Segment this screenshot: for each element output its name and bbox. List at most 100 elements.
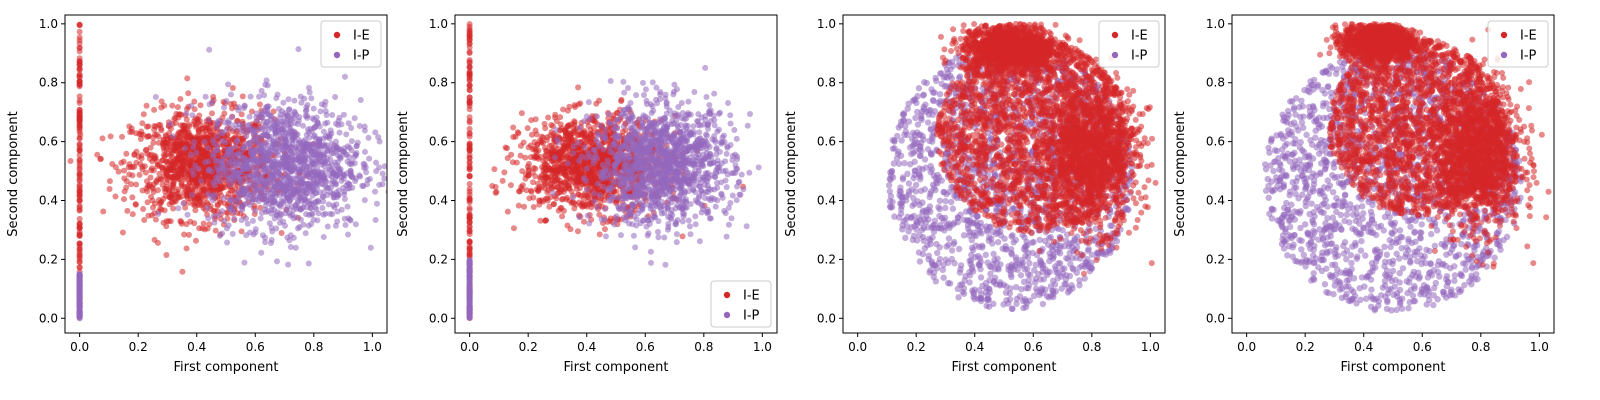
point bbox=[67, 157, 74, 164]
point bbox=[223, 225, 230, 232]
point bbox=[76, 93, 83, 100]
point bbox=[373, 168, 380, 175]
point bbox=[320, 193, 327, 200]
point bbox=[255, 187, 262, 194]
point bbox=[639, 79, 646, 86]
point bbox=[231, 215, 238, 222]
point bbox=[576, 214, 583, 221]
point bbox=[204, 204, 211, 211]
point bbox=[336, 129, 343, 136]
point bbox=[328, 140, 335, 147]
point bbox=[257, 204, 264, 211]
point bbox=[188, 102, 195, 109]
point bbox=[252, 207, 259, 214]
point bbox=[320, 211, 327, 218]
point bbox=[212, 227, 219, 234]
point bbox=[381, 163, 387, 170]
point bbox=[318, 180, 325, 187]
point bbox=[144, 133, 151, 140]
point bbox=[466, 289, 473, 296]
point bbox=[351, 154, 358, 161]
point bbox=[112, 193, 119, 200]
point bbox=[596, 211, 603, 218]
point bbox=[94, 151, 101, 158]
point bbox=[466, 23, 473, 30]
point bbox=[262, 234, 269, 241]
point bbox=[585, 99, 592, 106]
point bbox=[280, 190, 287, 197]
point bbox=[76, 300, 83, 307]
point bbox=[126, 161, 133, 168]
point bbox=[250, 157, 257, 164]
point bbox=[246, 113, 253, 120]
point bbox=[541, 180, 548, 187]
point bbox=[76, 220, 83, 227]
point bbox=[185, 231, 192, 238]
point bbox=[303, 107, 310, 114]
point bbox=[372, 129, 379, 136]
point bbox=[466, 125, 473, 132]
point bbox=[298, 205, 305, 212]
y-tick-label: 0.8 bbox=[39, 76, 58, 90]
x-tick-label: 0.0 bbox=[70, 340, 89, 354]
point bbox=[257, 191, 264, 198]
point bbox=[192, 207, 199, 214]
point bbox=[234, 162, 241, 169]
point bbox=[725, 221, 732, 228]
point bbox=[466, 293, 473, 300]
point bbox=[175, 186, 182, 193]
point bbox=[270, 108, 277, 115]
point bbox=[205, 116, 212, 123]
point bbox=[128, 128, 135, 135]
point bbox=[297, 216, 304, 223]
point bbox=[243, 232, 250, 239]
point bbox=[372, 217, 379, 224]
point bbox=[199, 225, 206, 232]
point bbox=[175, 175, 182, 182]
point bbox=[76, 159, 83, 166]
point bbox=[273, 225, 280, 232]
point bbox=[151, 106, 158, 113]
point bbox=[552, 149, 559, 156]
point bbox=[572, 103, 579, 110]
point bbox=[147, 144, 154, 151]
point bbox=[263, 145, 270, 152]
point bbox=[466, 147, 473, 154]
point bbox=[284, 165, 291, 172]
point bbox=[666, 193, 673, 200]
point bbox=[155, 133, 162, 140]
point bbox=[169, 102, 176, 109]
point bbox=[263, 177, 270, 184]
point bbox=[466, 173, 473, 180]
point bbox=[607, 78, 614, 85]
point bbox=[336, 114, 343, 121]
point bbox=[99, 135, 106, 142]
point bbox=[294, 172, 301, 179]
point bbox=[106, 178, 113, 185]
point bbox=[298, 179, 305, 186]
point bbox=[280, 99, 287, 106]
point bbox=[540, 158, 547, 165]
point bbox=[238, 128, 245, 135]
point bbox=[234, 189, 241, 196]
point bbox=[507, 182, 514, 189]
point bbox=[76, 62, 83, 69]
point bbox=[206, 125, 213, 132]
point bbox=[168, 199, 175, 206]
point bbox=[143, 102, 150, 109]
point bbox=[178, 134, 185, 141]
point bbox=[308, 221, 315, 228]
point bbox=[237, 156, 244, 163]
point bbox=[572, 163, 579, 170]
point bbox=[109, 161, 116, 168]
point bbox=[703, 132, 710, 139]
point bbox=[285, 96, 292, 103]
point bbox=[316, 154, 323, 161]
point bbox=[613, 188, 620, 195]
point bbox=[262, 206, 269, 213]
point bbox=[530, 179, 537, 186]
point bbox=[315, 210, 322, 217]
point bbox=[235, 104, 242, 111]
point bbox=[76, 171, 83, 178]
x-tick-label: 0.2 bbox=[129, 340, 148, 354]
